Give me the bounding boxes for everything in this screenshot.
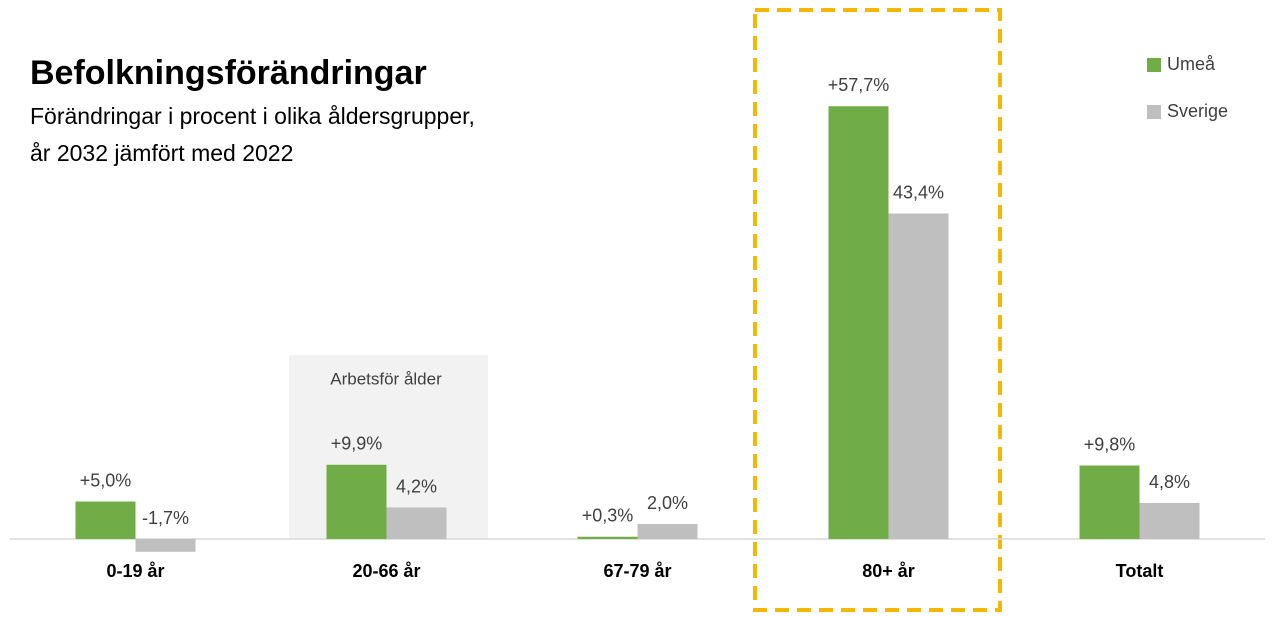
bar [76,502,136,540]
x-tick-label: Totalt [1116,561,1164,581]
x-tick-label: 67-79 år [603,561,671,581]
value-label: 4,8% [1149,472,1190,492]
value-label: +9,9% [331,434,383,454]
value-label: 43,4% [893,182,944,202]
x-tick-label: 20-66 år [352,561,420,581]
x-tick-label: 80+ år [862,561,915,581]
x-tick-label: 0-19 år [106,561,164,581]
value-label: +57,7% [828,75,890,95]
bar [1080,466,1140,540]
bar [578,537,638,539]
bar [889,214,949,540]
bar [1140,503,1200,539]
bar [136,539,196,552]
bar [327,465,387,539]
annotation: Arbetsför ålder [330,369,442,388]
bar [829,106,889,539]
value-label: 4,2% [396,476,437,496]
subtitle: Förändringar i procent i olika åldersgru… [30,103,475,129]
bar [638,524,698,539]
legend-swatch [1147,105,1161,119]
subtitle: år 2032 jämfört med 2022 [30,140,293,166]
legend-label: Sverige [1167,101,1228,121]
chart-title: Befolkningsförändringar [30,54,427,92]
legend-swatch [1147,58,1161,72]
bar [387,508,447,540]
chart: Arbetsför ålder Befolkningsförändringar … [0,0,1276,617]
value-label: +5,0% [80,470,132,490]
legend-label: Umeå [1167,54,1216,74]
value-label: -1,7% [142,508,189,528]
value-label: +9,8% [1084,434,1136,454]
value-label: +0,3% [582,506,634,526]
value-label: 2,0% [647,493,688,513]
